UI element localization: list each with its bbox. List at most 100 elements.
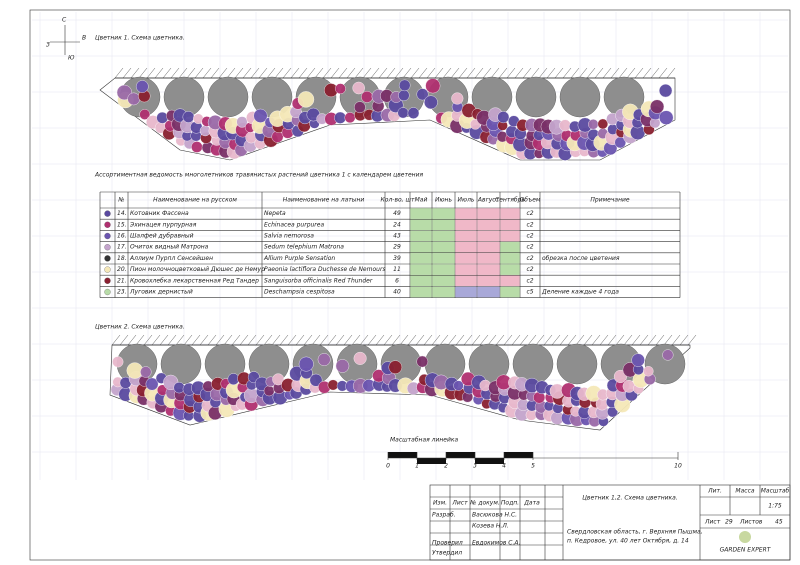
hatch — [402, 67, 412, 79]
row-ru: Котовник Фассена — [130, 210, 189, 217]
plant — [139, 109, 151, 120]
row-note: Деление каждые 4 года — [541, 289, 619, 296]
table-header: Август — [477, 197, 500, 204]
hatch — [634, 67, 644, 79]
plant — [658, 83, 673, 98]
hatch — [554, 67, 564, 79]
hatch — [591, 334, 601, 346]
plant — [353, 351, 367, 365]
hatch — [439, 334, 449, 346]
hatch — [578, 67, 588, 79]
logo-mark — [739, 531, 751, 543]
hatch — [511, 334, 521, 346]
hatch — [170, 67, 180, 79]
hatch — [319, 334, 329, 346]
scale-title: Масштабная линейка — [390, 437, 459, 444]
table-header: Объем — [520, 197, 541, 204]
bloom-cell — [455, 219, 477, 231]
hatch — [298, 67, 308, 79]
hatch — [386, 67, 396, 79]
plant — [297, 91, 315, 108]
plant — [398, 79, 411, 92]
hatch — [250, 67, 260, 79]
plant — [112, 356, 124, 368]
plant — [658, 110, 674, 125]
bloom-cell — [500, 275, 520, 287]
hatch — [370, 67, 380, 79]
block-text: Листов — [739, 519, 763, 526]
hatch — [218, 67, 228, 79]
hatch — [666, 67, 676, 79]
hatch — [671, 334, 681, 346]
hatch — [231, 334, 241, 346]
hatch — [487, 334, 497, 346]
bloom-cell — [500, 264, 520, 275]
hatch — [359, 334, 369, 346]
table-header: Наименование на русском — [153, 197, 237, 204]
plant — [145, 377, 159, 391]
hatch — [399, 334, 409, 346]
bloom-cell — [477, 275, 500, 287]
row-marker — [104, 221, 111, 228]
scale-label: 1 — [415, 463, 419, 470]
plant — [559, 119, 572, 132]
block-header: Дата — [523, 500, 540, 507]
hatch — [346, 67, 356, 79]
scale-label: 0 — [386, 463, 390, 470]
row-vol: c5 — [526, 289, 533, 296]
bloom-cell — [500, 208, 520, 219]
row-marker — [104, 288, 111, 296]
hatch — [127, 334, 137, 346]
row-num: 15. — [117, 221, 127, 228]
hatch — [658, 67, 668, 79]
hatch — [639, 334, 649, 346]
scale-label: 10 — [674, 463, 682, 470]
scale-segment — [475, 458, 504, 464]
hatch — [130, 67, 140, 79]
bloom-cell — [477, 208, 500, 219]
hatch — [111, 334, 121, 346]
hatch — [146, 67, 156, 79]
block-text: п. Кедровое, ул. 40 лет Октября, д. 14 — [567, 538, 689, 545]
hatch — [143, 334, 153, 346]
bloom-cell — [477, 264, 500, 275]
plant — [182, 111, 195, 123]
hatch — [242, 67, 252, 79]
shrub — [644, 343, 686, 385]
block-text: Проверил — [432, 540, 463, 547]
scale-segment — [446, 452, 475, 458]
hatch — [546, 67, 556, 79]
compass-e: В — [82, 35, 86, 42]
bloom-cell — [410, 286, 432, 298]
hatch — [610, 67, 620, 79]
hatch — [562, 67, 572, 79]
row-num: 17. — [117, 244, 127, 251]
row-qty: 29 — [393, 244, 401, 251]
bloom-cell — [477, 241, 500, 253]
bed-outline — [99, 77, 676, 161]
logo: GARDEN EXPERT — [720, 547, 772, 554]
bloom-cell — [455, 286, 477, 298]
row-qty: 6 — [395, 277, 399, 284]
hatch — [202, 67, 212, 79]
row-lat: Sedum telephium Matrona — [264, 244, 344, 251]
hatch — [306, 67, 316, 79]
bloom-cell — [477, 253, 500, 264]
hatch — [471, 334, 481, 346]
table-header: Кол-во, шт — [381, 197, 415, 204]
hatch — [290, 67, 300, 79]
hatch — [314, 67, 324, 79]
scheme1-title: Цветник 1. Схема цветника. — [95, 35, 185, 42]
hatch — [482, 67, 492, 79]
plant — [135, 80, 149, 93]
block-header: Лист — [451, 500, 468, 507]
hatch — [615, 334, 625, 346]
hatch — [391, 334, 401, 346]
bloom-cell — [410, 264, 432, 275]
block-header: Подп. — [501, 500, 519, 507]
shrub — [515, 76, 557, 118]
hatch — [258, 67, 268, 79]
row-lat: Nepeta — [264, 210, 286, 217]
hatch — [367, 334, 377, 346]
